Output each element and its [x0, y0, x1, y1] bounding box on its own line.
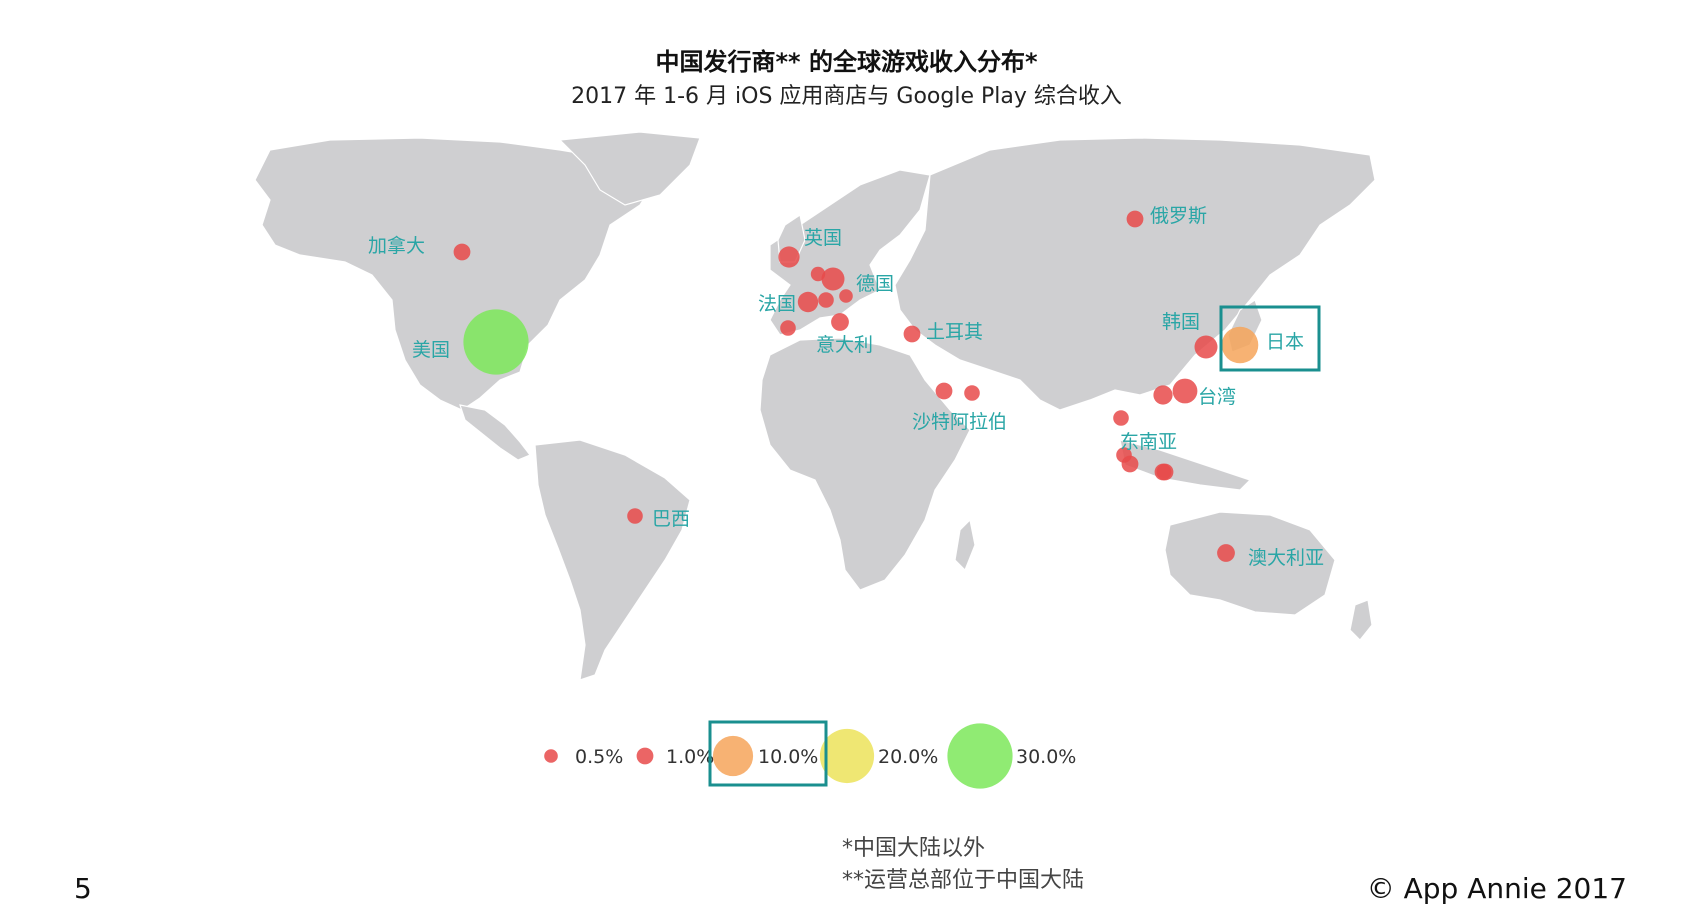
marker-poland: [839, 289, 853, 303]
label-australia: 澳大利亚: [1248, 547, 1324, 569]
label-uk: 英国: [804, 227, 842, 249]
label-russia: 俄罗斯: [1150, 205, 1207, 227]
footnote-2: **运营总部位于中国大陆: [842, 868, 1085, 893]
marker-uae: [964, 385, 980, 401]
marker-usa: [463, 309, 529, 375]
label-brazil: 巴西: [652, 508, 690, 530]
land-madagascar: [954, 518, 976, 572]
label-japan: 日本: [1266, 331, 1304, 353]
marker-australia: [1217, 544, 1235, 562]
legend-highlight-box: [708, 720, 828, 787]
land-australia: [1164, 511, 1336, 616]
marker-saudi: [935, 382, 953, 400]
revenue-markers: [453, 210, 1259, 562]
legend-label-3: 20.0%: [878, 746, 938, 768]
marker-brazil: [627, 508, 643, 524]
label-germany: 德国: [856, 273, 894, 295]
land-masses: [254, 131, 1376, 681]
marker-france: [797, 291, 819, 313]
land-africa: [759, 337, 971, 591]
legend-swatch-0: [544, 749, 558, 763]
marker-germany: [821, 267, 845, 291]
legend-label-2: 10.0%: [758, 746, 818, 768]
copyright: © App Annie 2017: [1366, 872, 1627, 905]
land-south-america: [534, 439, 691, 681]
legend-label-4: 30.0%: [1016, 746, 1076, 768]
legend-label-0: 0.5%: [575, 746, 623, 768]
map-legend: 0.5% 1.0% 10.0% 20.0% 30.0%: [544, 723, 1076, 789]
legend-swatch-4: [947, 723, 1013, 789]
marker-sea: [1113, 410, 1129, 426]
label-turkey: 土耳其: [926, 321, 983, 343]
land-new-zealand: [1349, 599, 1373, 641]
page-title: 中国发行商** 的全球游戏收入分布*: [655, 48, 1038, 76]
page-number: 5: [74, 872, 92, 905]
label-taiwan: 台湾: [1198, 386, 1236, 408]
japan-highlight-box: [1219, 305, 1321, 372]
legend-swatch-3: [819, 728, 875, 784]
marker-switzerland: [818, 292, 834, 308]
marker-korea: [1194, 335, 1218, 359]
marker-spain: [780, 320, 796, 336]
legend-swatch-1: [636, 747, 654, 765]
marker-italy: [831, 313, 849, 331]
marker-turkey: [903, 325, 921, 343]
footnote-1: *中国大陆以外: [842, 836, 986, 861]
marker-taiwan: [1172, 378, 1198, 404]
legend-swatch-2: [712, 735, 754, 777]
marker-russia: [1126, 210, 1144, 228]
land-greenland: [558, 131, 701, 206]
marker-uk: [778, 246, 800, 268]
marker-canada: [453, 243, 471, 261]
label-canada: 加拿大: [368, 234, 425, 257]
label-sea: 东南亚: [1120, 431, 1177, 453]
legend-label-1: 1.0%: [666, 746, 714, 768]
label-saudi: 沙特阿拉伯: [912, 411, 1007, 433]
label-korea: 韩国: [1162, 311, 1200, 333]
land-se-asia-islands: [1119, 439, 1252, 491]
marker-japan: [1221, 326, 1259, 364]
marker-philippines: [1156, 463, 1174, 481]
marker-malaysia: [1121, 455, 1139, 473]
marker-hongkong: [1153, 385, 1173, 405]
label-usa: 美国: [412, 339, 450, 361]
land-central-america: [459, 404, 531, 461]
label-italy: 意大利: [816, 334, 873, 356]
page-subtitle: 2017 年 1-6 月 iOS 应用商店与 Google Play 综合收入: [571, 84, 1122, 109]
label-france: 法国: [758, 293, 796, 315]
